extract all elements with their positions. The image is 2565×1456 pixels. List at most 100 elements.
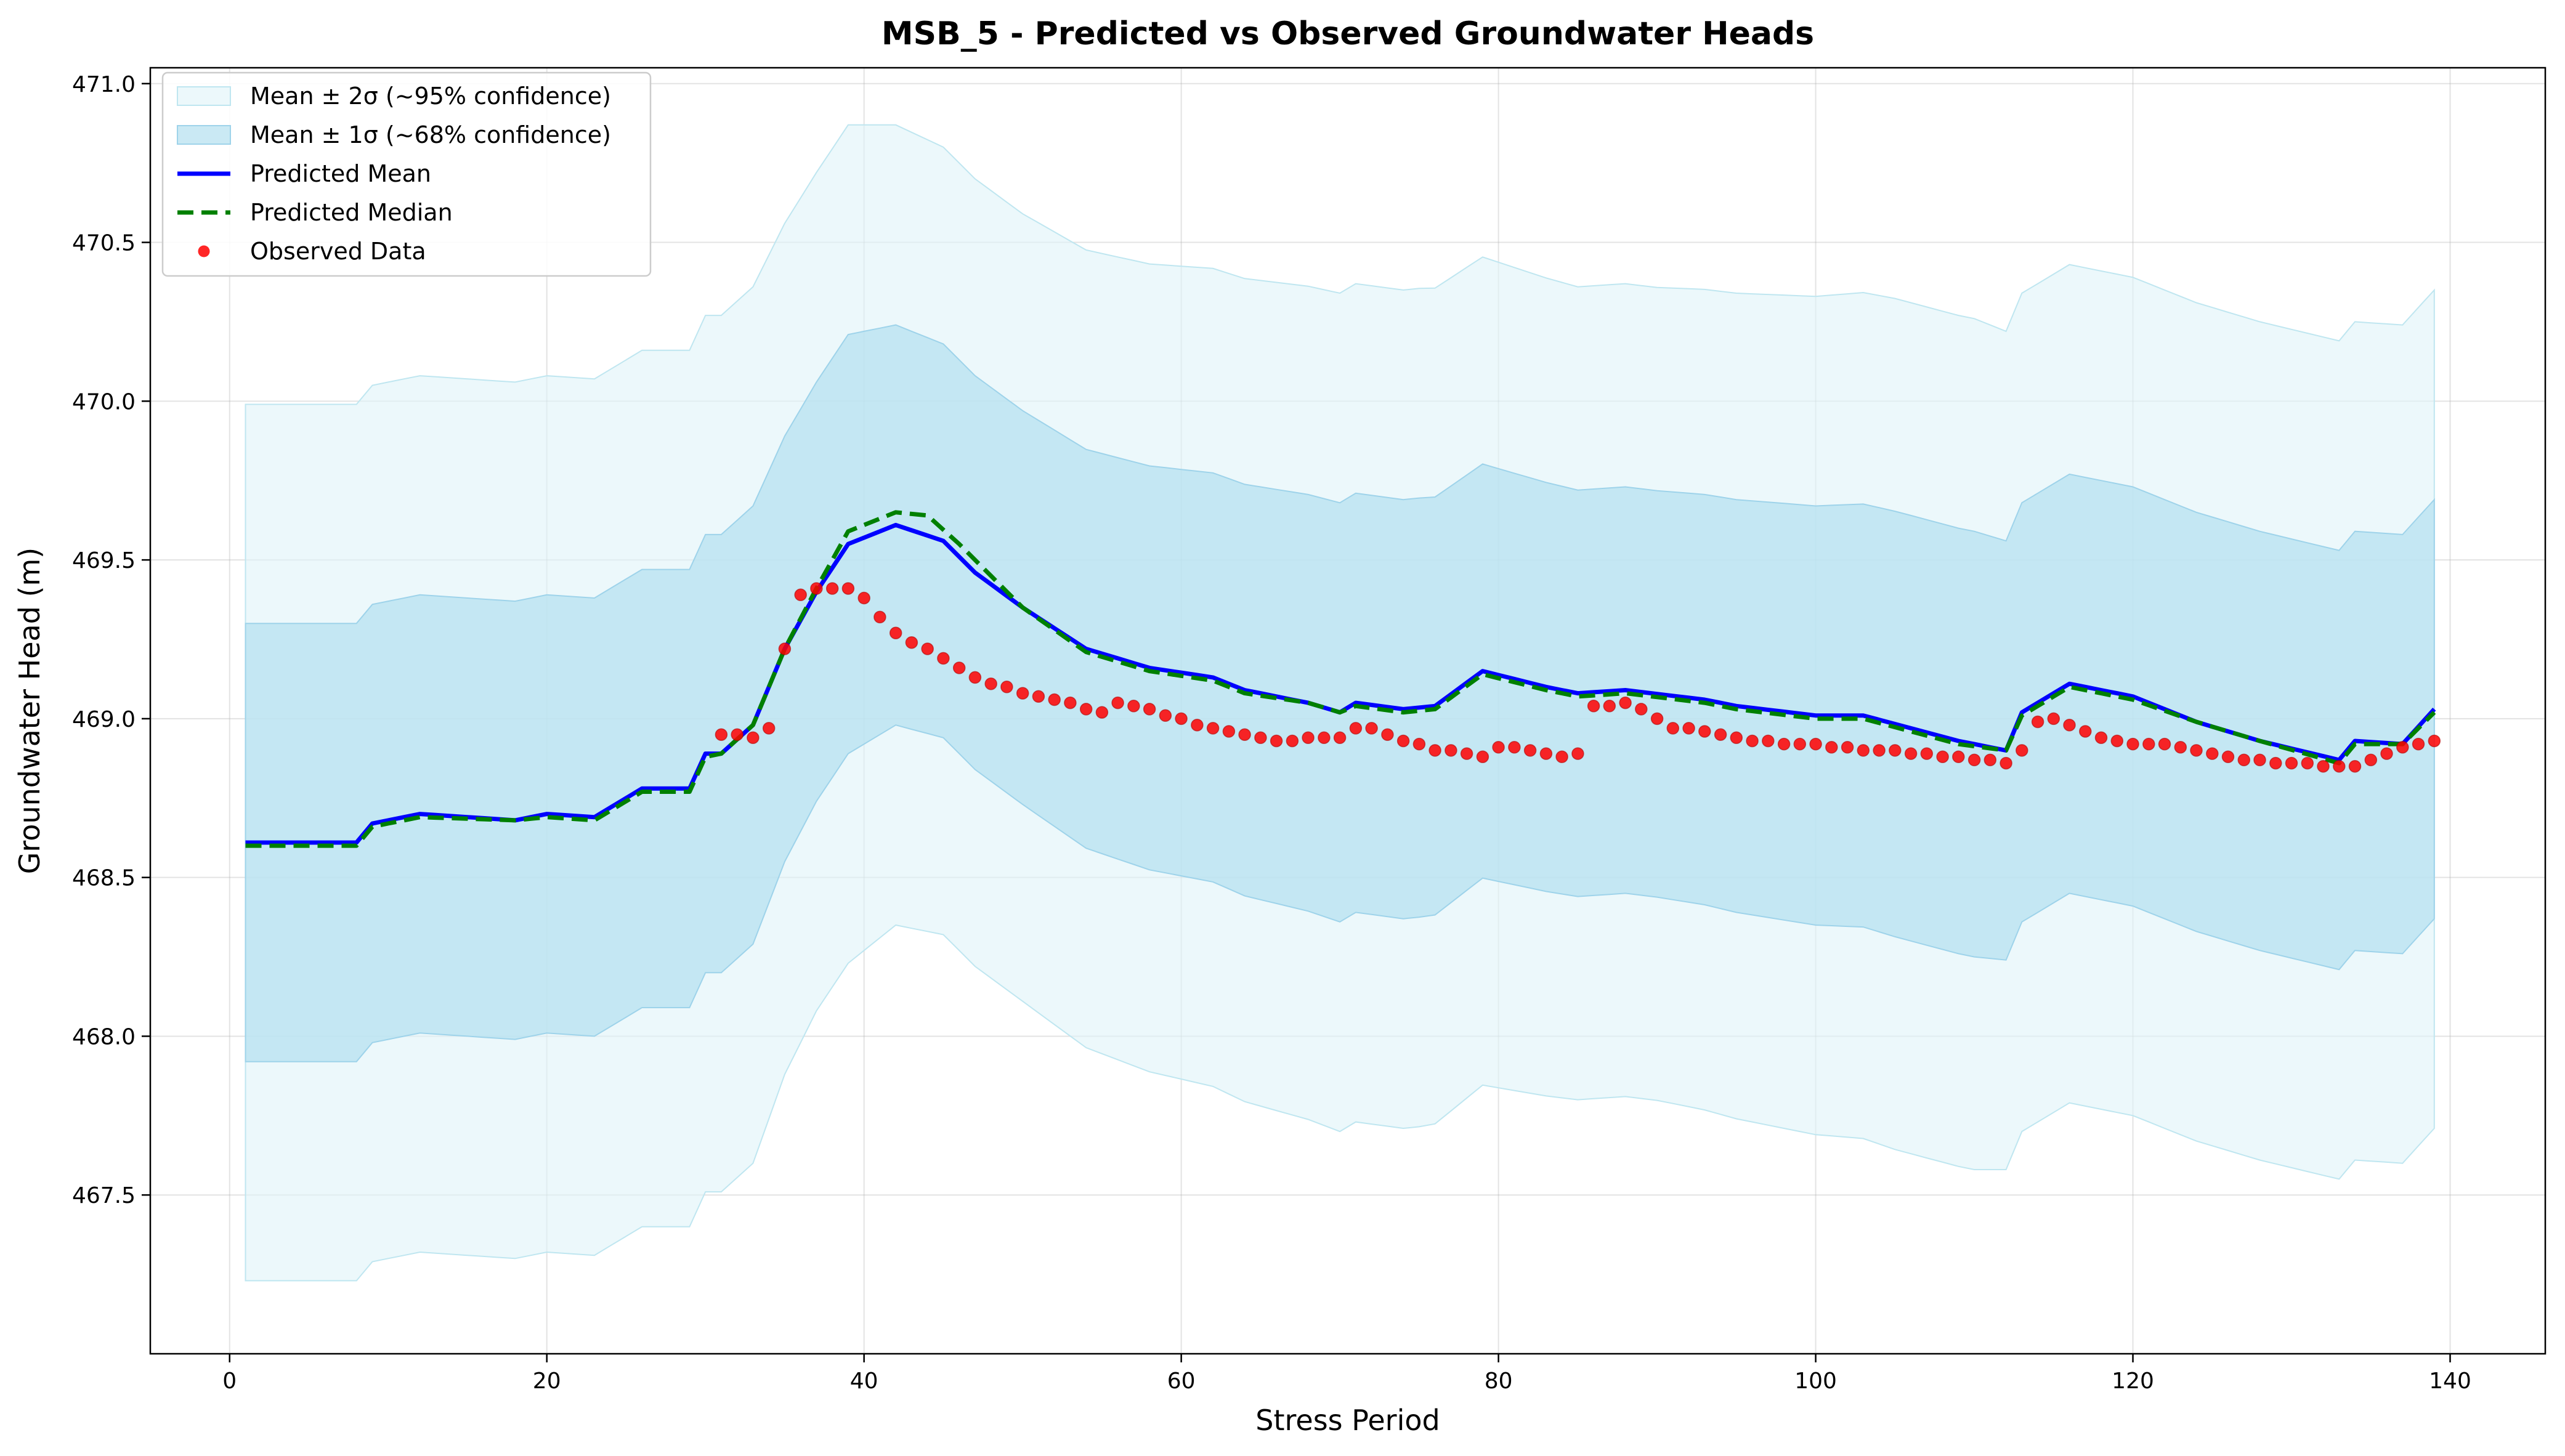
- observed-point: [2412, 737, 2425, 751]
- observed-point: [1841, 741, 1854, 754]
- legend-label-band2: Mean ± 2σ (~95% confidence): [250, 83, 611, 110]
- observed-point: [2317, 759, 2330, 773]
- observed-point: [921, 642, 934, 655]
- observed-point: [731, 728, 744, 741]
- observed-point: [1714, 728, 1727, 741]
- observed-point: [1904, 747, 1918, 760]
- observed-point: [1777, 737, 1791, 751]
- legend-label-mean: Predicted Mean: [250, 160, 431, 187]
- legend-label-median: Predicted Median: [250, 199, 453, 226]
- observed-point: [2364, 753, 2378, 767]
- observed-point: [1412, 737, 1426, 751]
- observed-point: [1650, 712, 1664, 726]
- observed-point: [762, 722, 776, 735]
- observed-point: [1857, 744, 1870, 757]
- observed-point: [857, 591, 870, 605]
- x-axis-label: Stress Period: [1255, 1404, 1440, 1437]
- x-tick-label: 120: [2112, 1369, 2154, 1394]
- observed-point: [984, 677, 997, 690]
- observed-point: [1984, 753, 1997, 767]
- observed-point: [1396, 734, 1410, 748]
- observed-point: [1793, 737, 1807, 751]
- observed-point: [2016, 744, 2028, 757]
- observed-point: [1111, 696, 1124, 710]
- y-tick-label: 469.5: [72, 548, 136, 573]
- y-axis-label: Groundwater Head (m): [13, 548, 46, 874]
- observed-point: [1730, 731, 1743, 745]
- observed-point: [905, 636, 918, 649]
- legend-box: [161, 71, 652, 277]
- observed-point: [1318, 731, 1331, 745]
- observed-point: [1746, 734, 1759, 748]
- observed-point: [1460, 747, 1473, 760]
- y-axis-ticks: 467.5 468.0 468.5 469.0 469.5 470.0 470.5 471.0: [72, 72, 150, 1208]
- observed-point: [2380, 747, 2393, 760]
- observed-point: [2031, 715, 2044, 729]
- x-tick-label: 60: [1167, 1369, 1196, 1394]
- observed-point: [1032, 690, 1045, 703]
- y-tick-label: 468.5: [72, 866, 136, 891]
- observed-point: [1682, 722, 1695, 735]
- observed-point: [1349, 722, 1363, 735]
- observed-point: [2301, 756, 2314, 770]
- observed-point: [1016, 687, 1029, 700]
- legend-label-band1: Mean ± 1σ (~68% confidence): [250, 121, 611, 148]
- observed-point: [2221, 750, 2235, 764]
- x-axis-ticks: 0 20 40 60 80 100 120 140: [222, 1354, 2471, 1394]
- observed-points: [715, 582, 2441, 773]
- observed-point: [1445, 744, 1457, 757]
- band-1-sigma: [245, 324, 2435, 1062]
- observed-point: [2237, 753, 2251, 767]
- observed-point: [2000, 756, 2012, 770]
- observed-point: [825, 582, 839, 595]
- observed-point: [2253, 753, 2266, 767]
- observed-point: [1365, 722, 1378, 735]
- observed-point: [2094, 731, 2108, 745]
- observed-point: [937, 652, 950, 665]
- observed-point: [1571, 747, 1584, 760]
- observed-point: [1666, 722, 1680, 735]
- observed-point: [1619, 696, 1632, 710]
- x-tick-label: 20: [533, 1369, 561, 1394]
- x-tick-label: 0: [222, 1369, 237, 1394]
- observed-point: [2285, 756, 2298, 770]
- y-tick-label: 469.0: [72, 707, 136, 732]
- observed-point: [2079, 725, 2092, 738]
- observed-point: [1952, 750, 1965, 764]
- observed-point: [1286, 734, 1299, 748]
- prediction-lines: [245, 510, 2436, 848]
- observed-point: [1222, 725, 1236, 738]
- y-tick-label: 471.0: [72, 72, 136, 97]
- observed-point: [1254, 731, 1267, 745]
- observed-point: [1175, 712, 1188, 726]
- legend-swatch-observed: [198, 245, 210, 257]
- observed-point: [1095, 706, 1109, 719]
- observed-point: [747, 731, 760, 745]
- observed-point: [1159, 709, 1172, 722]
- y-tick-label: 468.0: [72, 1024, 136, 1050]
- x-tick-label: 140: [2429, 1369, 2471, 1394]
- observed-point: [794, 588, 807, 602]
- observed-point: [2126, 737, 2139, 751]
- observed-point: [2142, 737, 2155, 751]
- observed-point: [1555, 750, 1568, 764]
- observed-point: [2190, 744, 2203, 757]
- observed-point: [1191, 718, 1204, 732]
- predicted-median-line: [245, 510, 2436, 848]
- y-tick-label: 470.0: [72, 389, 136, 415]
- observed-point: [1079, 703, 1093, 716]
- observed-point: [1238, 728, 1251, 741]
- x-tick-label: 100: [1794, 1369, 1837, 1394]
- observed-point: [2396, 741, 2409, 754]
- observed-point: [1762, 734, 1775, 748]
- observed-point: [1206, 722, 1220, 735]
- observed-point: [2063, 718, 2076, 732]
- observed-point: [1381, 728, 1394, 741]
- observed-point: [1698, 725, 1711, 738]
- chart-title: MSB_5 - Predicted vs Observed Groundwate…: [881, 15, 1814, 52]
- observed-point: [1476, 750, 1489, 764]
- observed-point: [1603, 700, 1616, 713]
- observed-point: [2206, 747, 2219, 760]
- legend-swatch-band2: [177, 86, 231, 106]
